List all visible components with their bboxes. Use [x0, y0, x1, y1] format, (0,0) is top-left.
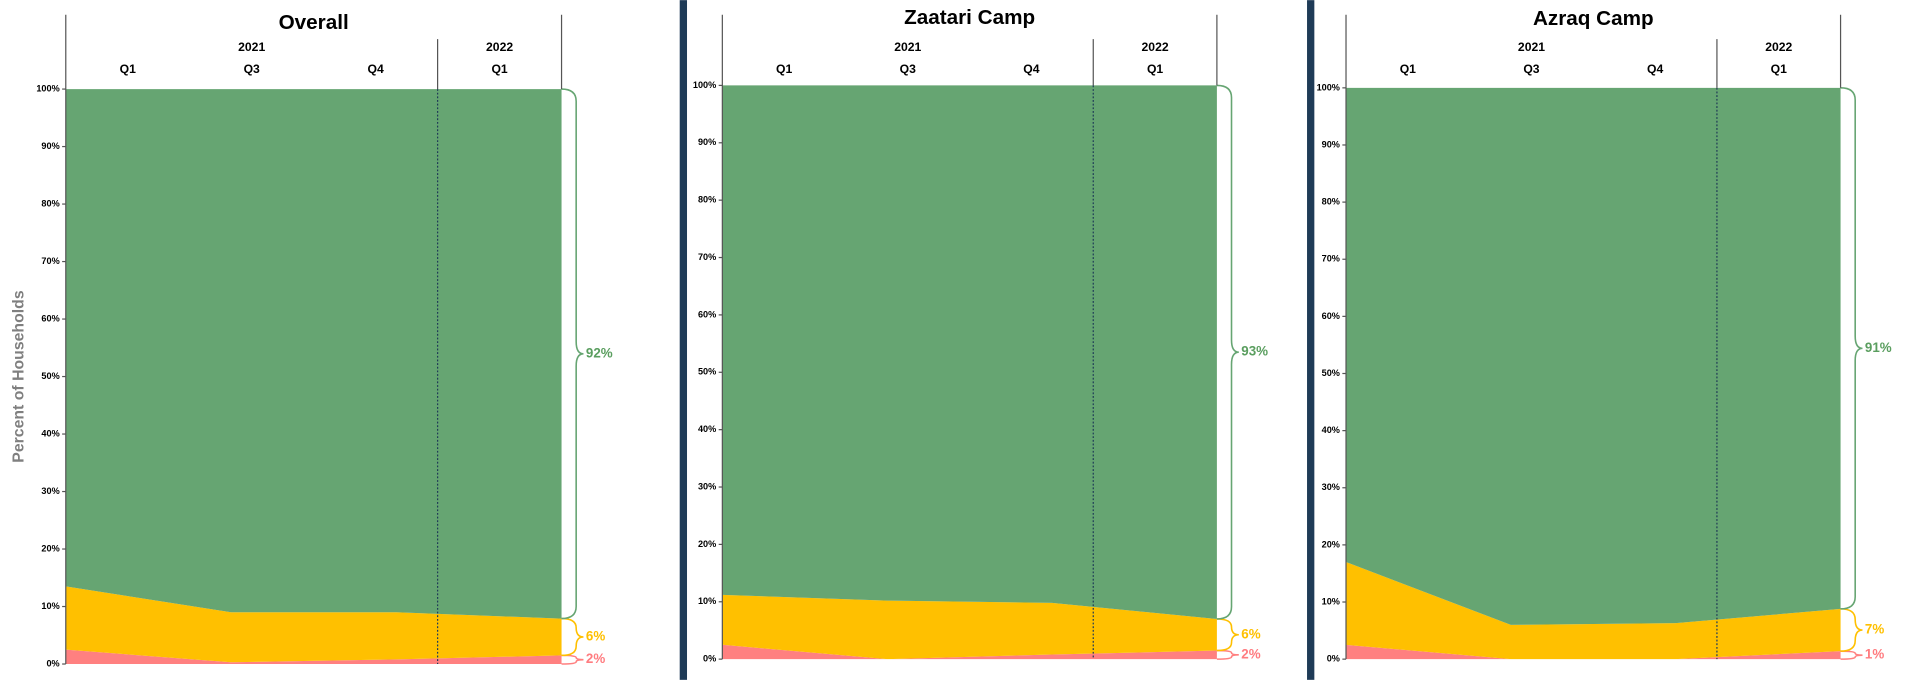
y-tick-label: 100%	[1317, 82, 1340, 92]
y-tick-label: 100%	[693, 80, 716, 90]
y-tick-label: 40%	[41, 428, 59, 438]
panel-divider	[679, 0, 688, 680]
brace	[1840, 87, 1863, 610]
y-tick-label: 30%	[1322, 482, 1340, 492]
panel-divider	[1307, 0, 1315, 680]
value-label: 2%	[586, 651, 605, 666]
y-tick-label: 40%	[698, 424, 716, 434]
y-tick-label: 50%	[1322, 368, 1340, 378]
y-tick-label: 20%	[1322, 539, 1340, 549]
y-tick-label: 60%	[41, 313, 59, 323]
value-label: 93%	[1241, 344, 1268, 359]
group-label: 2021	[894, 40, 921, 54]
chart-title: Zaatari Camp	[904, 6, 1035, 29]
y-tick-label: 20%	[698, 539, 716, 549]
area	[65, 89, 562, 619]
group-label: 2021	[1518, 40, 1545, 54]
y-tick-label: 90%	[41, 141, 59, 151]
brace	[561, 654, 584, 665]
brace	[1216, 649, 1239, 660]
area	[1346, 562, 1841, 660]
value-label: 7%	[1865, 622, 1884, 637]
brace	[561, 617, 584, 657]
y-tick-label: 10%	[1322, 596, 1340, 606]
area	[1346, 87, 1841, 625]
y-tick-label: 90%	[1322, 139, 1340, 149]
x-tick-label: Q4	[1023, 62, 1039, 76]
y-tick-label: 10%	[41, 601, 59, 611]
y-tick-label: 60%	[1322, 311, 1340, 321]
y-tick-label: 50%	[41, 371, 59, 381]
brace	[1840, 608, 1863, 652]
x-tick-label: Q1	[776, 62, 792, 76]
x-tick-label: Q1	[120, 62, 136, 76]
x-tick-label: Q3	[1523, 62, 1539, 76]
brace	[1216, 84, 1239, 620]
x-tick-label: Q3	[900, 62, 916, 76]
chart-title: Overall	[279, 11, 349, 34]
y-tick-label: 80%	[1322, 197, 1340, 207]
y-tick-label: 0%	[1327, 654, 1340, 664]
group-label: 2022	[1765, 40, 1792, 54]
y-tick-label: 90%	[698, 137, 716, 147]
area	[722, 85, 1217, 619]
y-tick-label: 70%	[1322, 254, 1340, 264]
area	[722, 594, 1217, 660]
y-tick-label: 0%	[703, 654, 716, 664]
x-tick-label: Q4	[368, 62, 384, 76]
value-label: 6%	[1241, 626, 1260, 641]
area	[1346, 644, 1841, 660]
y-tick-label: 20%	[41, 543, 59, 553]
y-tick-label: 70%	[698, 252, 716, 262]
value-label: 2%	[1241, 646, 1260, 661]
y-tick-label: 80%	[698, 195, 716, 205]
area	[65, 586, 562, 663]
x-tick-label: Q1	[1147, 62, 1163, 76]
x-tick-label: Q3	[244, 62, 260, 76]
group-label: 2022	[486, 40, 513, 54]
y-tick-label: 100%	[36, 83, 59, 93]
y-tick-label: 30%	[41, 486, 59, 496]
value-label: 92%	[586, 345, 613, 360]
y-tick-label: 10%	[698, 596, 716, 606]
group-label: 2022	[1142, 40, 1169, 54]
brace	[1840, 650, 1863, 660]
y-tick-label: 50%	[698, 367, 716, 377]
value-label: 6%	[586, 629, 605, 644]
y-tick-label: 60%	[698, 309, 716, 319]
y-tick-label: 30%	[698, 481, 716, 491]
chart-title: Azraq Camp	[1533, 7, 1654, 30]
brace	[1216, 618, 1239, 652]
y-tick-label: 0%	[46, 658, 59, 668]
value-label: 1%	[1865, 647, 1884, 662]
value-label: 91%	[1865, 340, 1892, 355]
x-tick-label: Q4	[1647, 62, 1663, 76]
y-tick-label: 40%	[1322, 425, 1340, 435]
y-tick-label: 70%	[41, 256, 59, 266]
x-tick-label: Q1	[1400, 62, 1416, 76]
y-tick-label: 80%	[41, 198, 59, 208]
y-axis-label: Percent of Households	[11, 290, 28, 463]
x-tick-label: Q1	[491, 62, 507, 76]
brace	[561, 88, 584, 620]
x-tick-label: Q1	[1771, 62, 1787, 76]
group-label: 2021	[238, 40, 265, 54]
